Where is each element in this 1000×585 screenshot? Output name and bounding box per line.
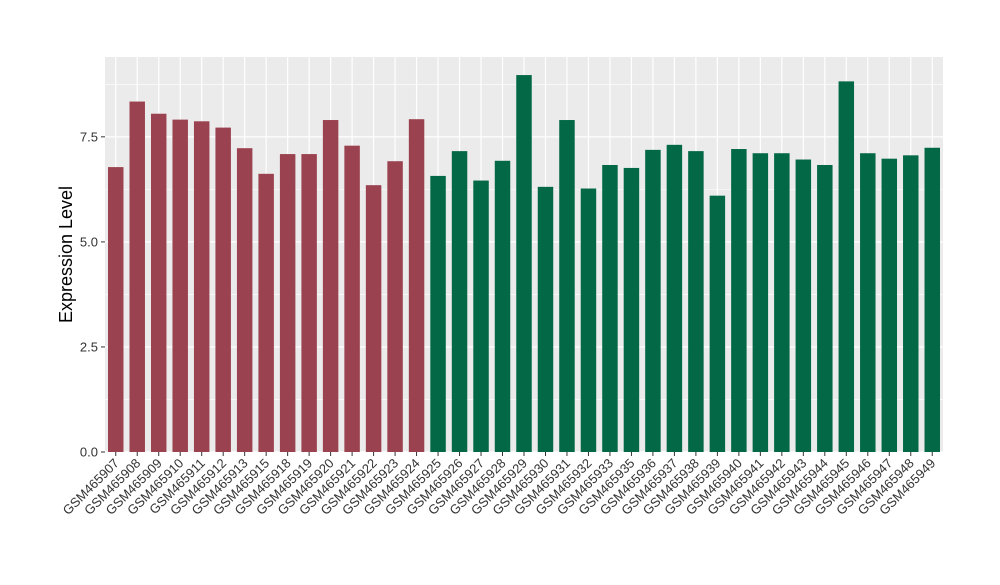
y-axis-ticks: 0.0 2.5 5.0 7.5 — [80, 129, 105, 460]
bar-GSM465911 — [193, 121, 210, 453]
bar-GSM465941 — [752, 153, 769, 452]
bar-GSM465942 — [774, 153, 790, 452]
y-tick-label: 0.0 — [80, 445, 98, 460]
bar-GSM465920 — [322, 120, 339, 452]
bar-GSM465909 — [150, 113, 167, 452]
bar-GSM465935 — [623, 167, 640, 453]
bar-GSM465943 — [795, 159, 812, 452]
bar-GSM465913 — [236, 148, 253, 453]
bar-GSM465923 — [387, 161, 403, 452]
bar-GSM465926 — [451, 151, 468, 452]
bar-GSM465927 — [473, 180, 489, 453]
x-axis-ticks: GSM465907GSM465908GSM465909GSM465910GSM4… — [60, 452, 938, 518]
bar-GSM465919 — [301, 154, 317, 452]
bar-GSM465929 — [516, 75, 532, 452]
bar-GSM465925 — [430, 175, 446, 452]
bar-GSM465931 — [559, 120, 575, 452]
bar-GSM465947 — [881, 158, 898, 453]
y-tick-label: 5.0 — [80, 234, 98, 249]
bar-GSM465939 — [709, 195, 726, 452]
bar-GSM465921 — [344, 145, 360, 452]
bar-GSM465949 — [924, 147, 940, 452]
y-tick-label: 7.5 — [80, 129, 98, 144]
bar-GSM465938 — [688, 151, 704, 452]
bar-GSM465924 — [408, 119, 425, 452]
bar-GSM465932 — [580, 188, 597, 452]
bar-GSM465912 — [215, 127, 231, 453]
y-axis-label: Expression Level — [56, 186, 76, 323]
bar-GSM465945 — [838, 81, 855, 452]
bar-GSM465940 — [731, 149, 747, 452]
bar-GSM465915 — [258, 173, 274, 452]
bar-GSM465907 — [108, 167, 124, 452]
bars — [108, 75, 940, 453]
bar-GSM465946 — [860, 153, 876, 452]
bar-GSM465936 — [645, 149, 661, 453]
bar-GSM465930 — [537, 186, 554, 452]
bar-GSM465933 — [602, 164, 618, 452]
bar-GSM465928 — [494, 160, 511, 453]
bar-GSM465918 — [279, 154, 296, 452]
bar-GSM465910 — [172, 119, 188, 453]
bar-GSM465908 — [129, 101, 145, 453]
bar-GSM465944 — [817, 164, 833, 452]
bar-GSM465948 — [903, 155, 919, 453]
bar-GSM465937 — [666, 144, 683, 452]
bar-GSM465922 — [365, 185, 382, 452]
y-tick-label: 2.5 — [80, 339, 98, 354]
